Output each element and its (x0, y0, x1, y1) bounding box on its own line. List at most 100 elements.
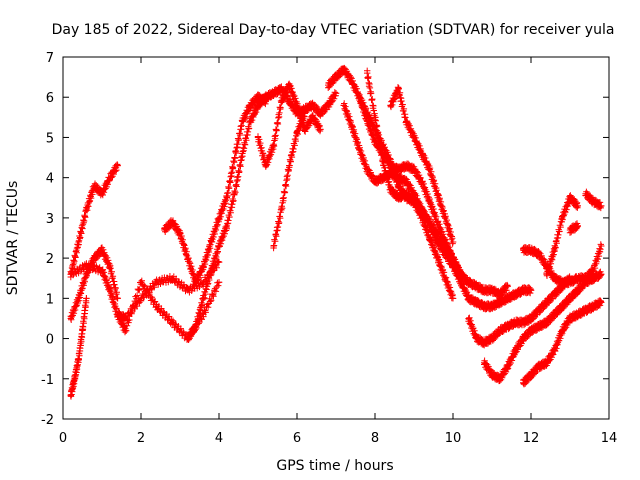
data-point (520, 335, 527, 342)
y-axis-title: SDTVAR / TECUs (5, 181, 21, 296)
data-point (223, 222, 230, 230)
data-point (582, 275, 589, 282)
data-point (114, 162, 121, 169)
data-point (247, 118, 254, 125)
data-point (332, 90, 340, 97)
data-point (574, 202, 581, 210)
data-point (520, 379, 527, 386)
x-tick-label: 12 (523, 431, 540, 446)
data-point (348, 77, 355, 85)
chart-title: Day 185 of 2022, Sidereal Day-to-day VTE… (52, 22, 615, 38)
data-point (434, 230, 441, 238)
data-point (496, 299, 503, 306)
data-point (215, 258, 223, 266)
data-point (223, 194, 230, 201)
data-point (270, 242, 277, 250)
series-track-j (325, 64, 511, 300)
data-point (67, 271, 74, 278)
data-point (590, 303, 597, 310)
data-point (527, 287, 535, 294)
y-tick-label: 6 (46, 91, 54, 106)
data-point (364, 69, 371, 77)
data-point (496, 291, 503, 298)
data-point (559, 214, 566, 222)
data-point (200, 262, 207, 270)
data-point (364, 110, 371, 117)
data-point (106, 262, 113, 270)
data-point (83, 262, 90, 270)
series-track-u (566, 220, 581, 236)
data-point (262, 94, 269, 101)
x-tick-label: 8 (371, 431, 379, 446)
data-point (566, 279, 574, 286)
data-point (215, 279, 223, 286)
data-point (535, 363, 542, 370)
data-point (426, 166, 433, 173)
data-point (301, 126, 308, 133)
data-point (566, 226, 574, 234)
data-point (332, 73, 340, 81)
y-tick-label: 2 (46, 252, 54, 267)
data-point (566, 295, 574, 302)
data-point (387, 158, 394, 165)
data-point (122, 327, 129, 334)
data-point (200, 279, 207, 286)
data-point (535, 250, 542, 258)
data-point (325, 102, 332, 109)
series-track-i (270, 110, 308, 252)
data-point (395, 85, 402, 93)
x-axis-title: GPS time / hours (276, 458, 393, 474)
data-point (364, 166, 371, 173)
data-point (543, 299, 550, 306)
data-point (566, 315, 574, 322)
data-point (527, 315, 535, 322)
data-point (75, 355, 82, 362)
data-point (317, 110, 324, 117)
x-tick-label: 6 (293, 431, 301, 446)
data-point (598, 271, 605, 278)
data-point (169, 275, 176, 282)
data-point (309, 114, 316, 121)
data-point (200, 311, 207, 318)
data-point (254, 102, 262, 109)
data-point (371, 114, 379, 121)
data-point (403, 190, 410, 197)
series-track-e (114, 277, 223, 343)
y-tick-label: -2 (41, 413, 54, 428)
y-tick-label: -1 (41, 373, 54, 388)
data-point (551, 291, 558, 298)
data-point (410, 198, 418, 205)
data-point (488, 371, 496, 378)
data-point (200, 295, 207, 302)
data-point (520, 287, 527, 294)
series-track-n (387, 84, 457, 247)
data-point (192, 323, 199, 330)
data-point (582, 190, 589, 197)
data-point (488, 335, 496, 342)
data-point (379, 158, 386, 165)
data-point (590, 266, 597, 274)
data-point (598, 202, 605, 210)
data-point (262, 162, 269, 169)
data-point (153, 303, 160, 310)
data-point (488, 303, 496, 310)
data-point (79, 327, 86, 334)
data-point (473, 335, 480, 342)
data-point (551, 246, 558, 254)
y-axis: -2 -1 0 1 2 3 4 5 6 7 (41, 51, 609, 428)
data-point (449, 295, 457, 302)
data-point (442, 242, 449, 250)
data-point (535, 323, 542, 330)
data-point (83, 206, 90, 214)
data-point (387, 186, 394, 193)
data-point (527, 371, 535, 378)
data-point (137, 279, 145, 286)
series-track-o (465, 273, 574, 349)
data-point (434, 218, 441, 226)
data-point (215, 214, 223, 222)
data-point (278, 206, 285, 214)
data-point (153, 279, 160, 286)
data-point (426, 218, 433, 226)
series-track-c (67, 295, 90, 400)
data-point (512, 291, 519, 298)
